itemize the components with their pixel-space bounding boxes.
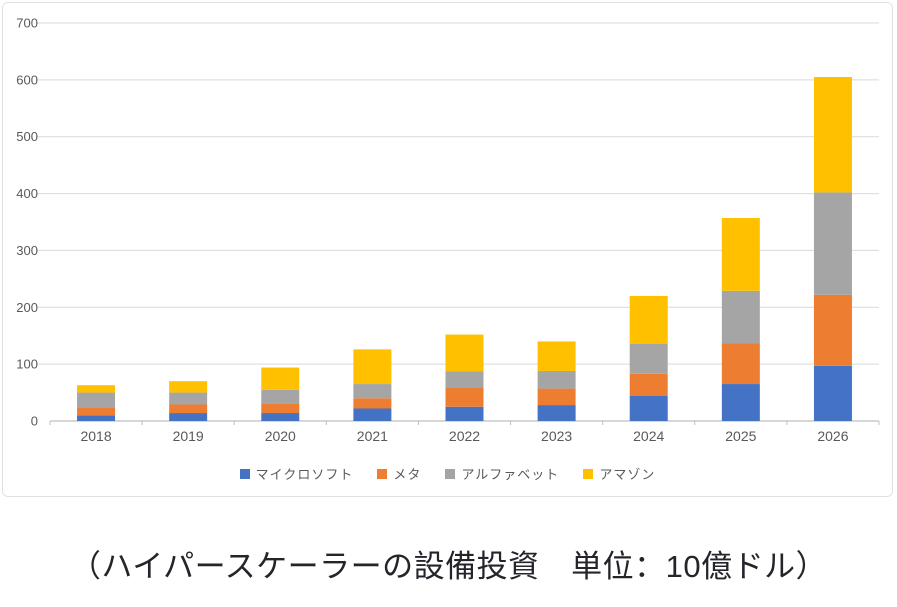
bar-2026-microsoft [813, 365, 852, 421]
bar-2019-microsoft [169, 413, 208, 421]
bar-2018-microsoft [77, 415, 116, 421]
y-axis-label-200: 200 [16, 300, 38, 315]
chart-card: 0 100 200 300 400 500 600 700 2018 2019 2020 2021 20… [2, 2, 893, 497]
legend-label-meta: メタ [393, 467, 422, 482]
bar-2022-alphabet [445, 371, 484, 389]
bar-2025-amazon [721, 218, 760, 291]
legend-label-amazon: アマゾン [599, 467, 656, 482]
legend-item-amazon: アマゾン [583, 464, 655, 483]
bar-2019-alphabet [169, 392, 208, 405]
bar-2024-meta [629, 373, 668, 396]
y-axis-label-400: 400 [16, 186, 38, 201]
bar-2021-alphabet [353, 384, 392, 399]
legend-swatch-amazon [583, 468, 594, 479]
bar-2023-alphabet [537, 370, 576, 389]
x-axis-label-2021: 2021 [357, 428, 388, 444]
bar-2018-alphabet [77, 392, 116, 408]
bar-2023-amazon [537, 341, 576, 371]
bar-2020-microsoft [261, 413, 300, 421]
bar-2026-meta [813, 294, 852, 366]
x-axis-label-2022: 2022 [449, 428, 480, 444]
legend-item-microsoft: マイクロソフト [239, 464, 354, 483]
bar-2021-meta [353, 398, 392, 409]
x-axis-label-2023: 2023 [541, 428, 572, 444]
y-axis-label-300: 300 [16, 243, 38, 258]
bar-2019-amazon [169, 381, 208, 393]
bar-2020-meta [261, 403, 300, 414]
legend-label-alphabet: アルファベット [461, 467, 560, 482]
bar-2018-amazon [77, 385, 116, 393]
x-axis-label-2026: 2026 [817, 428, 848, 444]
bar-2022-microsoft [445, 406, 484, 421]
x-axis-label-2020: 2020 [265, 428, 296, 444]
legend-swatch-meta [377, 468, 388, 479]
bar-2020-alphabet [261, 389, 300, 404]
legend-item-alphabet: アルファベット [445, 464, 559, 483]
x-axis-label-2018: 2018 [80, 428, 111, 444]
legend-item-meta: メタ [377, 464, 421, 483]
bar-2026-alphabet [813, 192, 852, 295]
bar-2025-meta [721, 343, 760, 385]
bar-2026-amazon [813, 77, 852, 193]
bar-2020-amazon [261, 367, 300, 390]
y-axis-label-100: 100 [16, 357, 38, 372]
legend-swatch-alphabet [445, 468, 456, 479]
y-axis-label-700: 700 [16, 16, 38, 31]
bar-2022-amazon [445, 334, 484, 372]
bar-2025-alphabet [721, 290, 760, 344]
bar-2021-microsoft [353, 408, 392, 421]
bar-2023-microsoft [537, 405, 576, 421]
y-axis-label-500: 500 [16, 129, 38, 144]
bar-2021-amazon [353, 349, 392, 385]
legend-swatch-microsoft [239, 468, 250, 479]
x-axis-label-2019: 2019 [173, 428, 204, 444]
y-axis-label-600: 600 [16, 72, 38, 87]
x-axis-label-2025: 2025 [725, 428, 756, 444]
bar-2024-microsoft [629, 395, 668, 421]
bar-2024-alphabet [629, 343, 668, 374]
bar-2024-amazon [629, 295, 668, 344]
bar-2018-meta [77, 407, 116, 416]
x-axis-label-2024: 2024 [633, 428, 664, 444]
chart-caption: （ハイパースケーラーの設備投資 単位：10億ドル） [69, 549, 828, 584]
bar-2022-meta [445, 388, 484, 407]
bar-2023-meta [537, 388, 576, 406]
y-axis-label-0: 0 [31, 414, 38, 429]
bar-2025-microsoft [721, 384, 760, 421]
legend-label-microsoft: マイクロソフト [255, 467, 354, 482]
bar-2019-meta [169, 404, 208, 414]
capex-stacked-bar-chart: 0 100 200 300 400 500 600 700 2018 2019 2020 2021 20… [16, 16, 880, 444]
chart-legend: マイクロソフト メタ アルファベット アマゾン [3, 464, 892, 483]
